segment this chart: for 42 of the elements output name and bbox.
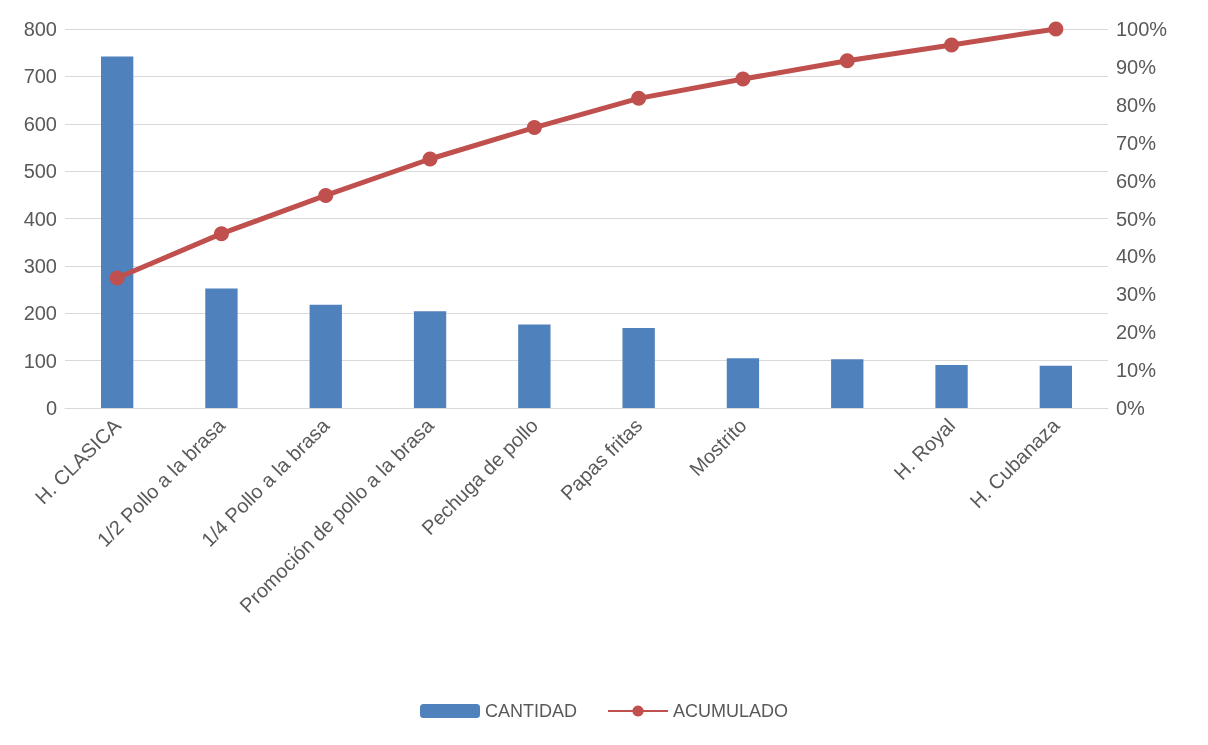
point — [526, 120, 542, 136]
bar — [1039, 365, 1073, 408]
y-tick-label: 300 — [23, 254, 57, 277]
point — [213, 226, 229, 242]
y2-tick-label: 0% — [1116, 397, 1146, 419]
y2-tick-label: 40% — [1116, 245, 1157, 268]
bar — [726, 358, 760, 408]
point — [944, 37, 960, 53]
y-tick-label: 200 — [23, 302, 57, 325]
bar — [935, 364, 968, 408]
point — [109, 270, 125, 286]
y2-tick-label: 20% — [1116, 321, 1157, 344]
point — [318, 187, 334, 203]
y-tick-label: 600 — [23, 112, 57, 135]
bar — [205, 288, 238, 408]
bar — [100, 56, 134, 408]
point — [631, 90, 647, 106]
y2-tick-label: 60% — [1116, 169, 1157, 192]
point — [839, 53, 855, 69]
y2-tick-label: 50% — [1116, 207, 1157, 230]
point — [1048, 21, 1064, 37]
bar — [413, 311, 447, 408]
y-tick-label: 800 — [23, 18, 57, 40]
bar — [518, 324, 551, 408]
y-tick-label: 100 — [23, 349, 57, 372]
legend-label: CANTIDAD — [484, 701, 578, 721]
y2-tick-label: 90% — [1116, 55, 1157, 78]
legend-label: ACUMULADO — [673, 701, 789, 721]
point — [422, 151, 438, 167]
y2-tick-label: 100% — [1116, 18, 1168, 40]
y-tick-label: 500 — [23, 160, 57, 183]
y2-tick-label: 70% — [1116, 131, 1157, 154]
y2-tick-label: 80% — [1116, 93, 1157, 116]
y-tick-label: 0 — [45, 397, 57, 419]
bar — [831, 359, 864, 408]
y2-tick-label: 30% — [1116, 283, 1157, 306]
bar — [309, 304, 342, 408]
y2-tick-label: 10% — [1116, 359, 1157, 382]
bar — [622, 327, 655, 408]
y-tick-label: 700 — [23, 65, 57, 88]
y-tick-label: 400 — [23, 207, 57, 230]
point — [735, 71, 751, 87]
